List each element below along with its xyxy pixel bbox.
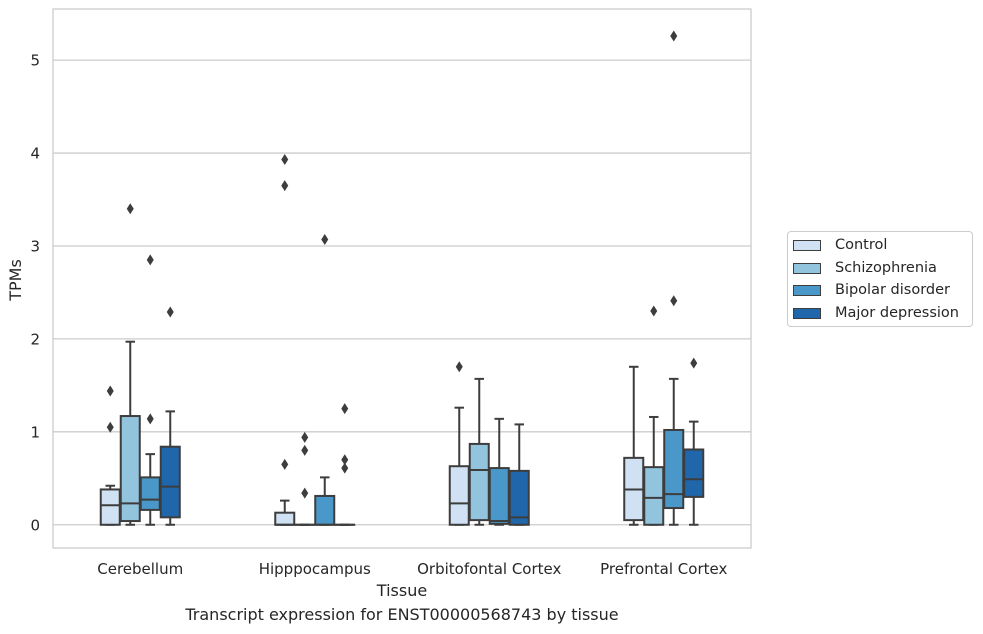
y-tick-label-1: 1	[30, 423, 40, 441]
iqr-box	[488, 467, 510, 525]
box-prefrontal-cortex-bipolar-disorder	[663, 30, 685, 526]
box-cerebellum-schizophrenia	[119, 203, 141, 526]
outlier-point	[146, 413, 154, 425]
outlier-point	[301, 444, 309, 456]
iqr-box	[314, 494, 336, 526]
legend-swatch-control	[793, 239, 821, 251]
iqr-box	[468, 442, 490, 522]
x-axis-label: Tissue	[376, 581, 427, 600]
outlier-point	[166, 306, 174, 318]
x-tick-label-cerebellum: Cerebellum	[97, 560, 183, 578]
x-tick-label-orbitofontal-cortex: Orbitofontal Cortex	[417, 560, 561, 578]
outlier-point	[281, 180, 289, 192]
iqr-box	[274, 511, 296, 526]
outlier-point	[106, 385, 114, 397]
y-tick-label-4: 4	[30, 145, 40, 163]
box-cerebellum-bipolar-disorder	[139, 254, 161, 526]
x-tick-label-hipppocampus: Hipppocampus	[259, 560, 371, 578]
outlier-point	[690, 357, 698, 369]
iqr-box	[139, 476, 161, 511]
outlier-point	[301, 487, 309, 499]
outlier-point	[455, 361, 463, 373]
legend: Control Schizophrenia Bipolar disorder M…	[787, 231, 973, 327]
legend-label-major-depression: Major depression	[835, 305, 959, 321]
iqr-box	[683, 448, 705, 498]
plot-frame	[52, 8, 752, 549]
outlier-point	[321, 233, 329, 245]
outlier-point	[126, 203, 134, 215]
outlier-point	[146, 254, 154, 266]
legend-item-control: Control	[793, 235, 887, 255]
x-tick-label-prefrontal-cortex: Prefrontal Cortex	[600, 560, 727, 578]
box-orbitofontal-cortex-bipolar-disorder	[488, 417, 510, 526]
y-tick-label-3: 3	[30, 237, 40, 255]
outlier-point	[301, 431, 309, 443]
legend-label-schizophrenia: Schizophrenia	[835, 260, 937, 276]
legend-item-schizophrenia: Schizophrenia	[793, 258, 937, 278]
outlier-point	[106, 421, 114, 433]
box-hipppocampus-schizophrenia	[294, 431, 316, 526]
box-cerebellum-control	[99, 385, 121, 526]
box-prefrontal-cortex-control	[623, 365, 645, 526]
box-hipppocampus-bipolar-disorder	[314, 233, 336, 526]
y-tick-label-0: 0	[30, 516, 40, 534]
box-orbitofontal-cortex-schizophrenia	[468, 377, 490, 526]
legend-swatch-major-depression	[793, 307, 821, 319]
legend-swatch-schizophrenia	[793, 262, 821, 274]
outlier-point	[341, 403, 349, 415]
figure-caption: Transcript expression for ENST0000056874…	[185, 605, 619, 624]
y-tick-label-2: 2	[30, 330, 40, 348]
box-prefrontal-cortex-schizophrenia	[643, 305, 665, 526]
iqr-box	[448, 465, 470, 526]
box-orbitofontal-cortex-control	[448, 361, 470, 526]
y-axis-label: TPMs	[6, 259, 25, 302]
iqr-box	[643, 466, 665, 526]
outlier-point	[341, 454, 349, 466]
outlier-point	[670, 30, 678, 42]
iqr-box	[119, 415, 141, 523]
legend-item-major-depression: Major depression	[793, 303, 959, 323]
box-hipppocampus-major-depression	[334, 403, 356, 526]
iqr-box	[508, 469, 530, 526]
iqr-box	[99, 488, 121, 526]
outlier-point	[341, 462, 349, 474]
gridlines	[53, 59, 751, 526]
outlier-point	[281, 458, 289, 470]
box-hipppocampus-control	[274, 154, 296, 526]
outlier-point	[670, 295, 678, 307]
box-prefrontal-cortex-major-depression	[683, 357, 705, 526]
box-orbitofontal-cortex-major-depression	[508, 423, 530, 526]
iqr-box	[159, 445, 181, 519]
y-tick-label-5: 5	[30, 52, 40, 70]
iqr-box	[663, 428, 685, 510]
legend-label-control: Control	[835, 237, 888, 253]
legend-swatch-bipolar-disorder	[793, 284, 821, 296]
legend-label-bipolar-disorder: Bipolar disorder	[835, 282, 950, 298]
outlier-point	[281, 154, 289, 166]
tick-labels: 0 1 2 3 4 5 Cerebellum Hipppocampus Orbitofontal…	[30, 52, 727, 578]
outlier-point	[650, 305, 658, 317]
legend-item-bipolar-disorder: Bipolar disorder	[793, 280, 950, 300]
boxes	[99, 30, 705, 526]
box-cerebellum-major-depression	[159, 306, 181, 526]
